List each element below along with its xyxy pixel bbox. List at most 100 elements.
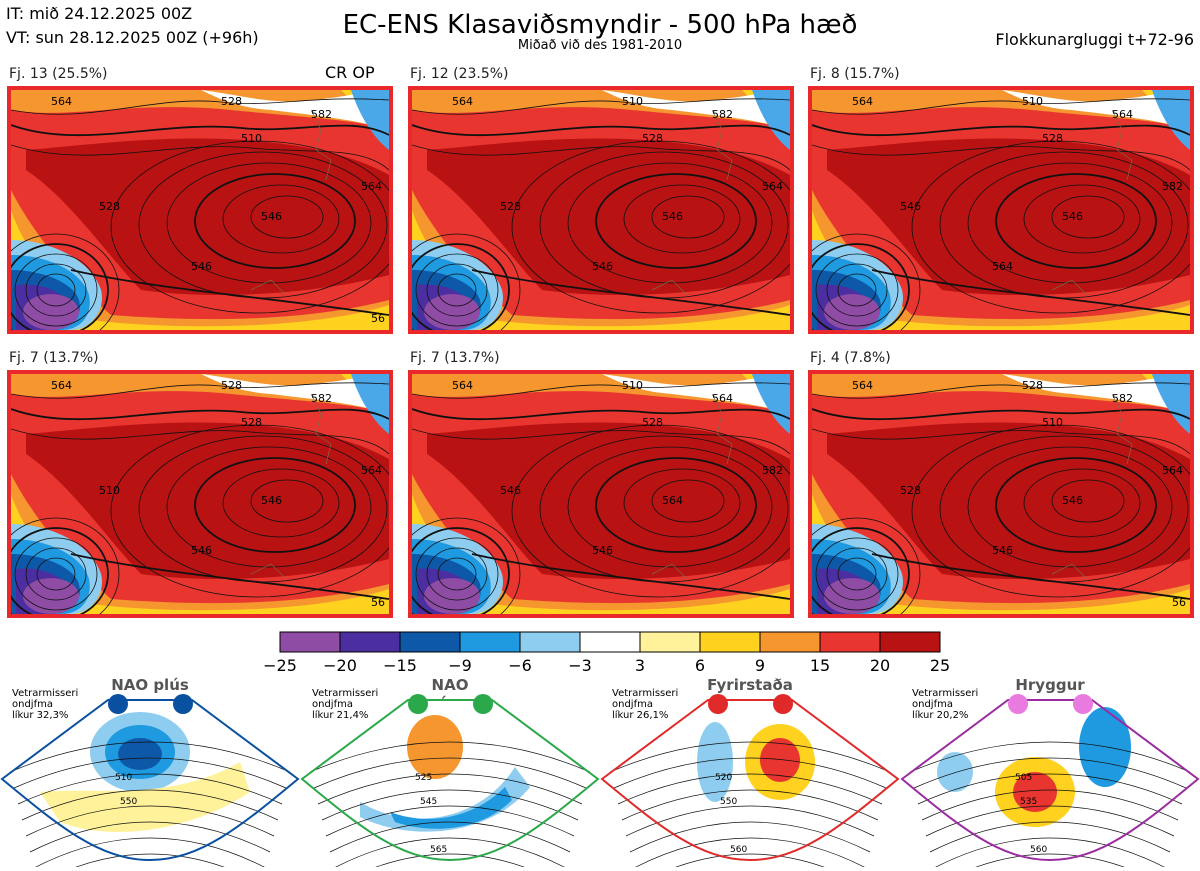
contour-label: 582 [311,392,332,405]
panel-label: Fj. 13 (25.5%) [9,66,108,82]
regime-contour-label: 520 [715,773,732,783]
height-contour [826,547,888,601]
height-contour [609,741,891,773]
regime-info-line: Vetrarmisseri [12,688,79,699]
height-contour [629,821,871,853]
regime-contour-label: 550 [120,797,137,807]
colorbar-tick-label: 25 [929,656,951,675]
height-contour [812,124,1190,137]
colorbar-tick-label: −25 [263,656,297,675]
regime-contour-label: 535 [1020,797,1037,807]
height-contour [222,184,340,254]
anomaly-blob [760,738,800,782]
anomaly-area-neg [351,374,389,434]
height-contour [471,553,790,600]
colorbar [279,631,941,653]
anomaly-area-neg [752,90,790,150]
height-contour [812,98,1190,115]
regime-info-line: Vetrarmisseri [312,688,379,699]
regime-info-line: ondjfma [312,699,353,710]
height-contour [11,243,109,330]
height-contour [437,273,477,307]
height-contour [651,195,725,239]
colorbar-segment [699,631,761,653]
anomaly-area-neg [1152,374,1190,434]
anomaly-blob [118,738,162,770]
anomaly-area-neg [351,90,389,150]
height-contour [194,173,356,269]
regime-marker-dot [1008,694,1028,714]
height-contour [621,789,879,821]
height-contour [812,382,1190,399]
anomaly-area-neg [752,374,790,434]
contour-label: 564 [51,379,72,392]
height-contour [11,428,389,455]
colorbar-tick-label: 15 [809,656,831,675]
regime-contour-label: 525 [415,773,432,783]
height-contour [13,757,287,789]
height-contour [1051,479,1125,523]
height-contour [967,446,1173,568]
contour-label: 528 [99,200,120,213]
contour-label: 546 [900,200,921,213]
height-contour [412,144,790,171]
coastline [651,393,733,580]
height-contour [14,253,98,327]
contour-label: 546 [662,210,683,223]
colorbar-segment [639,631,701,653]
valid-time: VT: sun 28.12.2025 00Z (+96h) [6,28,259,47]
height-contour [317,773,583,805]
contour-label: 564 [361,180,382,193]
contour-label: 528 [1022,379,1043,392]
height-contour [812,428,1190,455]
anomaly-map: 510 528 528 546 546 564 582 564 [412,90,790,330]
height-contour [11,233,120,330]
contour-label: 510 [241,132,262,145]
anomaly-blob [697,722,733,802]
contour-label: 528 [642,416,663,429]
anomaly-area-neg25 [824,294,880,330]
height-contour [837,557,877,591]
colorbar-segment [399,631,461,653]
height-contour [437,557,477,591]
height-contour [595,457,757,553]
height-contour [871,553,1190,600]
regime-info-line: líkur 20,2% [912,710,969,721]
height-contour [309,741,591,773]
regime-map: 520 550 560 [600,694,900,867]
height-contour [25,547,87,601]
anomaly-blob [937,752,973,792]
cluster-map-panel: 528 528 510 546 546 564 582 564 56 [7,370,393,618]
height-contour [335,837,565,867]
cluster-map-panel: 510 528 546 564 546 582 564 564 [808,86,1194,334]
height-contour [412,517,521,614]
height-contour [110,140,389,314]
panel-label: Fj. 7 (13.7%) [410,350,500,366]
contour-label: 528 [241,416,262,429]
height-contour [911,424,1190,598]
anomaly-area-neg25 [824,578,880,614]
height-contour [375,853,525,867]
colorbar-tick-label: −3 [568,656,592,675]
init-time: IT: mið 24.12.2025 00Z [6,4,193,23]
height-contour [812,243,910,330]
anomaly-area-20 [26,422,389,579]
height-contour [329,821,571,853]
height-contour [426,547,488,601]
panel-label: Fj. 8 (15.7%) [810,66,900,82]
height-contour [194,457,356,553]
height-contour [11,517,120,614]
height-contour [250,479,324,523]
regime-info-line: líkur 21,4% [312,710,369,721]
height-contour [929,821,1171,853]
anomaly-map: 528 510 528 546 546 564 582 564 56 [812,374,1190,614]
regime-contour-label: 560 [1030,845,1047,855]
height-contour [471,269,790,316]
height-contour [17,773,283,805]
height-contour [595,173,757,269]
contour-label: 564 [361,464,382,477]
height-contour [70,553,389,600]
height-contour [567,162,773,284]
contour-label: 546 [592,260,613,273]
cluster-map-panel: 528 510 528 546 546 564 582 564 56 [7,86,393,334]
